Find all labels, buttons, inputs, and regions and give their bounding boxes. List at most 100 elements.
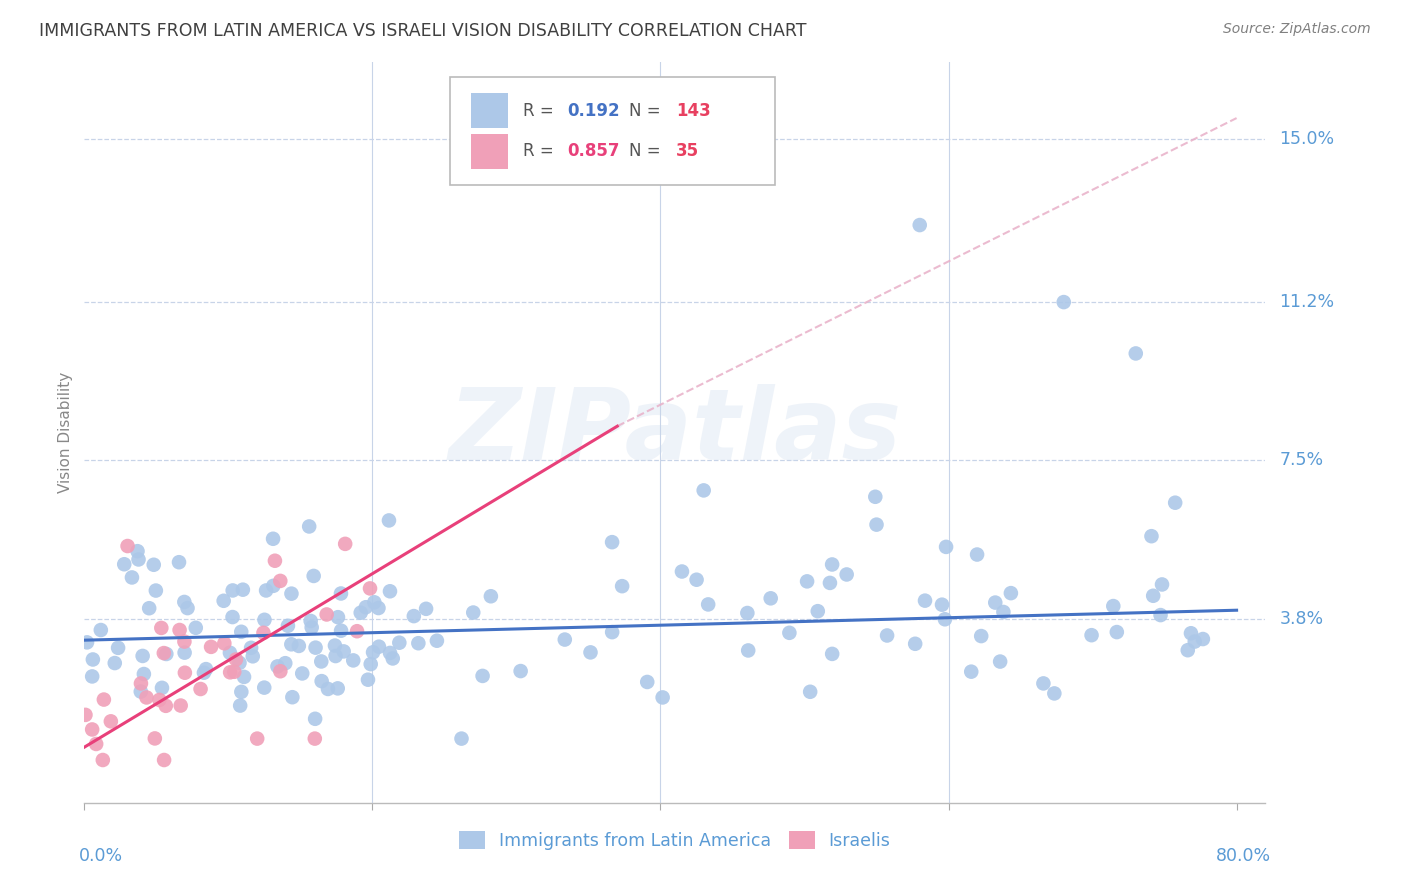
Point xyxy=(221,583,243,598)
Point xyxy=(82,723,104,737)
Point xyxy=(368,640,391,654)
Point xyxy=(1164,496,1187,510)
Text: ZIPatlas: ZIPatlas xyxy=(449,384,901,481)
Point xyxy=(554,632,576,647)
Point xyxy=(821,558,844,572)
Y-axis label: Vision Disability: Vision Disability xyxy=(58,372,73,493)
Point xyxy=(357,673,380,687)
Point xyxy=(148,693,170,707)
Point xyxy=(299,614,322,628)
Point xyxy=(835,567,858,582)
Point xyxy=(253,681,276,695)
Point xyxy=(378,513,401,527)
Point xyxy=(323,639,346,653)
Point xyxy=(91,753,114,767)
Point xyxy=(221,610,243,624)
Point xyxy=(479,589,502,603)
Point xyxy=(173,665,195,680)
Point xyxy=(138,601,160,615)
Point xyxy=(1177,643,1199,657)
Point xyxy=(150,621,173,635)
Point xyxy=(190,681,212,696)
Point xyxy=(281,690,304,705)
Point xyxy=(346,624,368,639)
Point xyxy=(107,640,129,655)
Point xyxy=(579,645,602,659)
Point xyxy=(821,647,844,661)
Point xyxy=(253,613,276,627)
Point xyxy=(865,517,887,532)
Point xyxy=(219,646,242,660)
Point xyxy=(354,600,377,615)
Point xyxy=(361,645,384,659)
Point xyxy=(509,664,531,678)
Point xyxy=(993,605,1015,619)
Point xyxy=(1080,628,1102,642)
Point xyxy=(415,602,437,616)
Point xyxy=(117,539,139,553)
Point xyxy=(82,652,104,666)
Point xyxy=(311,674,333,689)
Point xyxy=(104,656,127,670)
Point xyxy=(262,532,284,546)
Point xyxy=(759,591,782,606)
Text: N =: N = xyxy=(628,143,665,161)
Point xyxy=(145,583,167,598)
Point xyxy=(90,623,112,637)
Point xyxy=(378,584,401,599)
Point xyxy=(129,684,152,698)
Point xyxy=(778,625,800,640)
Point xyxy=(170,698,193,713)
Point xyxy=(1142,589,1164,603)
Point xyxy=(233,670,256,684)
Point xyxy=(367,601,389,615)
Point xyxy=(269,665,291,679)
Point xyxy=(280,637,302,651)
Point xyxy=(280,587,302,601)
Point xyxy=(82,669,104,683)
Point xyxy=(242,649,264,664)
Point xyxy=(75,707,97,722)
Point xyxy=(818,575,841,590)
Point xyxy=(807,604,830,618)
Point xyxy=(1192,632,1215,646)
Point xyxy=(931,598,953,612)
Point xyxy=(363,595,385,609)
Point xyxy=(1043,686,1066,700)
Point xyxy=(121,570,143,584)
Text: 0.192: 0.192 xyxy=(568,102,620,120)
Point xyxy=(304,640,326,655)
Point xyxy=(316,681,339,696)
Point xyxy=(335,537,357,551)
Point xyxy=(214,636,236,650)
Point xyxy=(610,579,633,593)
FancyBboxPatch shape xyxy=(471,93,509,128)
Point xyxy=(311,655,333,669)
Point xyxy=(737,643,759,657)
Point xyxy=(229,698,252,713)
Point xyxy=(212,594,235,608)
Point xyxy=(143,731,166,746)
Point xyxy=(1125,346,1147,360)
Point xyxy=(225,652,247,666)
Point xyxy=(600,625,623,640)
Point xyxy=(636,675,658,690)
Point xyxy=(970,629,993,643)
FancyBboxPatch shape xyxy=(471,134,509,169)
Point xyxy=(685,573,707,587)
Point xyxy=(378,646,401,660)
Point xyxy=(408,636,430,650)
Point xyxy=(112,558,135,572)
Point xyxy=(315,607,337,622)
Point xyxy=(224,665,246,679)
Point xyxy=(155,698,177,713)
Text: 7.5%: 7.5% xyxy=(1279,451,1323,469)
Point xyxy=(135,690,157,705)
Text: 143: 143 xyxy=(676,102,711,120)
Point xyxy=(426,633,449,648)
Point xyxy=(232,582,254,597)
Point xyxy=(184,621,207,635)
Point xyxy=(402,609,425,624)
Point xyxy=(200,640,222,654)
Point xyxy=(1000,586,1022,600)
